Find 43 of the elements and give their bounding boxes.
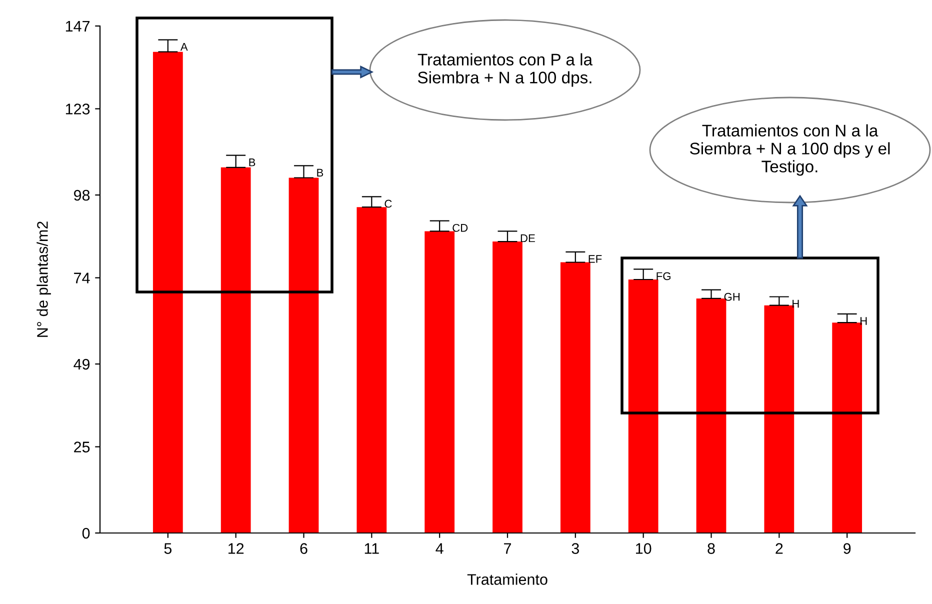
annotation: H bbox=[792, 300, 799, 308]
annotation: GH bbox=[724, 292, 740, 301]
x-tick-label: 9 bbox=[844, 543, 851, 554]
y-tick-label: 98 bbox=[74, 190, 90, 201]
y-tick-label: 74 bbox=[74, 272, 90, 284]
bar bbox=[832, 322, 862, 533]
x-tick-label: 11 bbox=[364, 543, 379, 554]
annotation: EF bbox=[588, 255, 602, 263]
annotation: Tratamientos con N a la Siembra + N a 100 dps y el Testigo. bbox=[690, 124, 890, 176]
y-tick-label: 147 bbox=[66, 21, 90, 32]
annotation: H bbox=[860, 317, 867, 325]
annotation: B bbox=[249, 158, 256, 166]
bar bbox=[764, 305, 794, 533]
y-tick-label: 49 bbox=[74, 358, 90, 370]
annotation: DE bbox=[520, 234, 535, 242]
x-axis-title: Tratamiento bbox=[467, 574, 548, 585]
x-tick-label: 5 bbox=[164, 543, 172, 554]
y-tick-label: 25 bbox=[74, 442, 90, 452]
annotation: CD bbox=[452, 224, 468, 232]
y-tick-label: 0 bbox=[82, 528, 90, 539]
annotation: FG bbox=[656, 272, 670, 280]
x-tick-label: 3 bbox=[572, 543, 579, 554]
bar bbox=[152, 52, 183, 533]
annotation: C bbox=[384, 200, 392, 208]
bar bbox=[356, 207, 387, 533]
bar bbox=[424, 231, 455, 533]
x-tick-label: 6 bbox=[300, 543, 308, 554]
bar bbox=[220, 167, 251, 533]
y-axis-title: N° de plantas/m2 bbox=[36, 222, 51, 337]
bar bbox=[628, 280, 658, 533]
y-tick-label: 123 bbox=[66, 104, 90, 114]
bar bbox=[288, 178, 319, 533]
x-tick-label: 7 bbox=[504, 543, 511, 554]
bar bbox=[560, 262, 590, 533]
x-tick-label: 12 bbox=[228, 543, 244, 554]
x-tick-label: 4 bbox=[436, 543, 444, 554]
annotation: Tratamientos con P a la Siembra + N a 100 dps. bbox=[418, 53, 593, 87]
annotation: A bbox=[180, 42, 188, 51]
bar bbox=[492, 242, 522, 533]
annotation: B bbox=[317, 168, 324, 177]
x-tick-label: 10 bbox=[636, 543, 652, 554]
x-tick-label: 8 bbox=[708, 543, 715, 554]
x-tick-label: 2 bbox=[776, 543, 783, 554]
